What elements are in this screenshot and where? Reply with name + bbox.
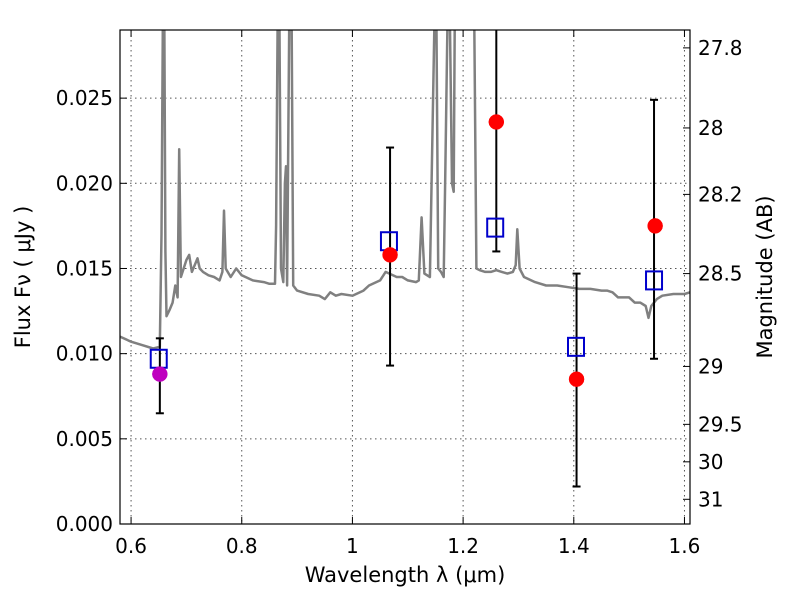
spectrum-line	[120, 30, 690, 350]
y2-tick-label: 27.8	[698, 36, 743, 60]
y-tick-label: 0.025	[56, 86, 113, 110]
model-photometry-square	[645, 270, 664, 291]
observed-photometry-point	[382, 247, 398, 263]
y2-tick-label: 30	[698, 450, 723, 474]
x-tick-label: 1.6	[669, 534, 701, 558]
observed-photometry-point	[568, 371, 585, 387]
y-tick-label: 0.005	[56, 427, 113, 451]
model-photometry-square	[567, 336, 585, 357]
series-layer	[120, 30, 690, 488]
observed-photometry-point	[647, 218, 663, 234]
y2-axis-label: Magnitude (AB)	[753, 195, 777, 358]
observed-photometry-point	[152, 366, 168, 382]
ticks: 0.6 0.8 1 1.2 1.4 1.6 0.000 0.005 0.010 0.015 0.02…	[56, 30, 743, 558]
x-tick-label: 1	[346, 534, 359, 558]
x-axis-label: Wavelength λ (μm)	[305, 563, 506, 587]
x-tick-label: 1.4	[558, 534, 590, 558]
y2-tick-label: 31	[698, 487, 723, 511]
plot-frame	[119, 29, 691, 525]
y2-tick-label: 28.2	[698, 182, 743, 206]
y2-tick-label: 29.5	[698, 412, 743, 436]
y-tick-label: 0.010	[56, 342, 113, 366]
y-axis-label: Flux Fν ( μJy )	[11, 206, 35, 349]
y2-tick-label: 28.5	[698, 262, 743, 286]
y2-tick-label: 28	[698, 116, 723, 140]
y-tick-label: 0.020	[56, 171, 113, 195]
plot-background	[120, 30, 690, 524]
y-tick-label: 0.015	[56, 256, 113, 280]
model-photometry-square	[486, 217, 505, 238]
observed-photometry-point	[488, 114, 505, 130]
y2-tick-label: 29	[698, 354, 723, 378]
y-tick-label: 0.000	[56, 512, 113, 536]
x-tick-label: 0.6	[115, 534, 147, 558]
x-tick-label: 0.8	[226, 534, 258, 558]
x-tick-label: 1.2	[447, 534, 479, 558]
